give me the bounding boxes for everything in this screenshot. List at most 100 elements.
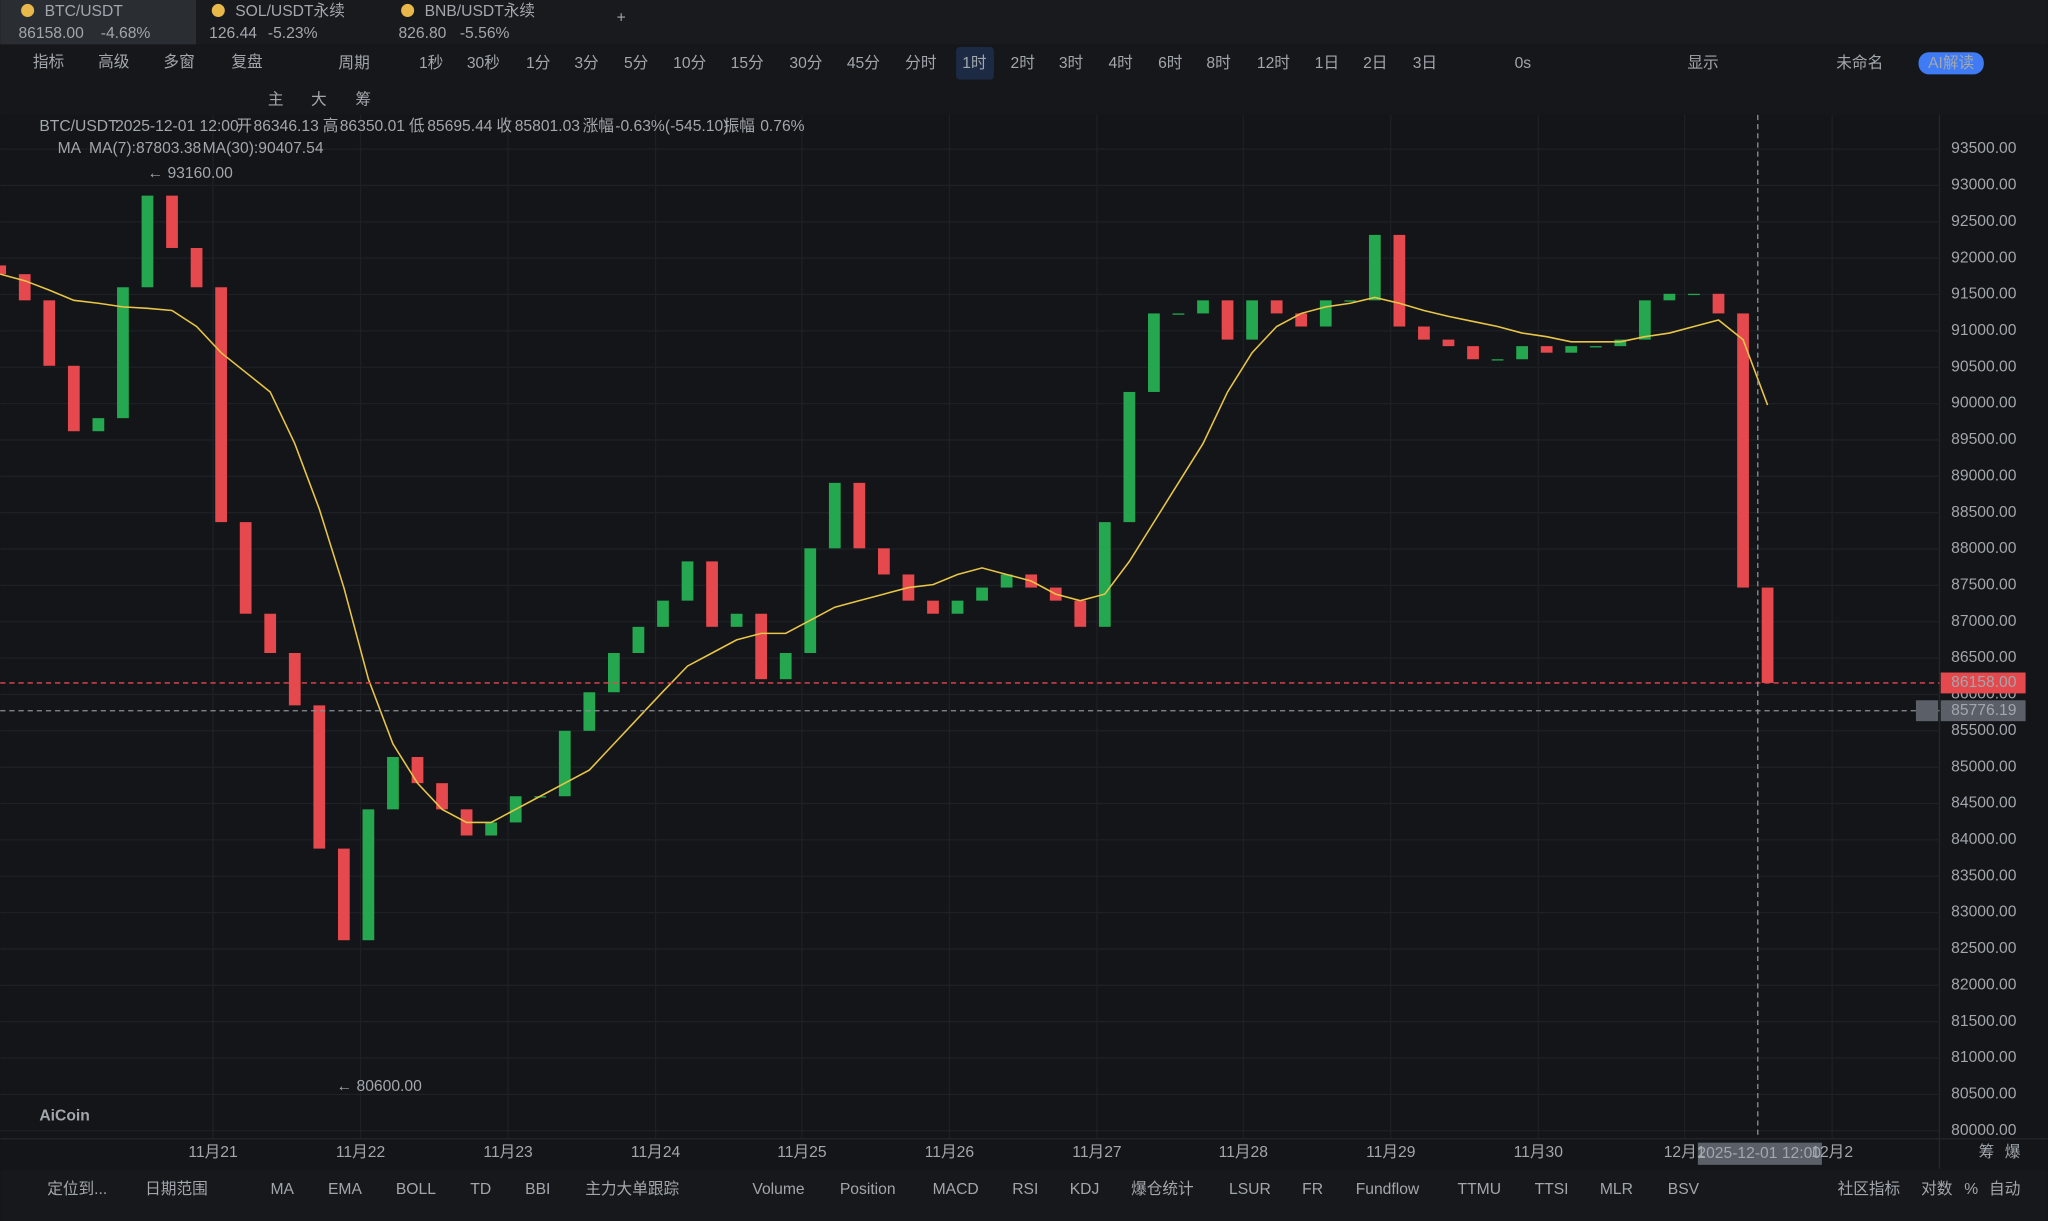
add-tab[interactable]: + [617,9,626,26]
indicator-tab[interactable]: EMA [328,1181,362,1198]
indicator-tab[interactable]: 爆仓统计 [1131,1179,1194,1198]
bottom-right[interactable]: 自动 [1989,1180,2020,1198]
period-option[interactable]: 1日 [1315,55,1339,72]
y-tick-label: 92500.00 [1951,213,2017,230]
candle [853,482,866,549]
axis-corner[interactable]: 爆 [2005,1142,2021,1161]
drawing-tool[interactable]: 筹 [355,91,371,109]
tab-price[interactable]: 826.80 [398,25,446,42]
y-tick-label: 83000.00 [1951,904,2017,921]
bottom-right[interactable]: 对数 [1921,1180,1953,1198]
period-option[interactable]: 10分 [673,54,706,72]
indicator-tab[interactable]: 主力大单跟踪 [585,1180,679,1198]
candle [190,247,203,288]
indicator-tab[interactable]: Position [840,1181,896,1198]
axis-corner[interactable]: 筹 [1979,1143,1995,1161]
candle [632,626,645,654]
drawing-tool[interactable]: 主 [268,91,284,109]
period-option[interactable]: 1秒 [419,54,443,72]
indicator-tab[interactable]: RSI [1012,1181,1038,1198]
ohlc-info: 收 [496,117,512,135]
toolbar-item[interactable]: 复盘 [231,52,262,71]
candle [730,613,743,627]
indicator-tab[interactable]: BSV [1668,1181,1700,1198]
indicator-tab[interactable]: FR [1302,1181,1323,1198]
extreme-label: ← 80600.00 [336,1078,422,1095]
ohlc-info: 85695.44 [427,118,493,135]
candle [92,418,105,432]
indicator-tab[interactable]: TTSI [1535,1181,1569,1198]
y-tick-label: 87000.00 [1951,613,2017,630]
toolbar-right[interactable]: 未命名 [1836,54,1883,72]
period-option[interactable]: 3时 [1059,54,1084,72]
ma-label: MA [58,140,82,157]
tab-change[interactable]: -4.68% [101,25,151,42]
candle [828,482,841,549]
tab-symbol[interactable]: SOL/USDT永续 [235,2,345,20]
period-option[interactable]: 1时 [962,54,987,72]
period-option[interactable]: 4时 [1108,54,1133,72]
period-option[interactable]: 45分 [847,54,880,72]
indicator-tab[interactable]: TTMU [1458,1181,1501,1198]
period-option[interactable]: 8时 [1206,54,1231,72]
candle [1221,300,1234,340]
y-tick-label: 84500.00 [1951,795,2017,812]
ai-pill[interactable] [1918,52,1984,75]
period-option[interactable]: 5分 [624,54,649,72]
crosshair-plus[interactable] [1915,700,1939,722]
candle [1148,313,1160,392]
y-tick-label: 89000.00 [1951,467,2017,484]
toolbar-item[interactable]: 高级 [98,53,130,71]
tab-change[interactable]: -5.56% [460,25,510,42]
period-option[interactable]: 2日 [1363,55,1387,72]
indicator-tab[interactable]: KDJ [1070,1181,1100,1198]
y-tick-label: 82500.00 [1951,940,2017,957]
indicator-tab[interactable]: BOLL [396,1181,436,1198]
toolbar-item[interactable]: 多窗 [163,53,194,71]
date-range-button[interactable]: 日期范围 [145,1180,208,1198]
bottom-right[interactable]: % [1964,1181,1978,1198]
indicator-tab[interactable]: MACD [933,1181,979,1198]
indicator-tab[interactable]: TD [470,1181,491,1198]
period-option[interactable]: 30秒 [467,54,500,72]
tab-symbol[interactable]: BNB/USDT永续 [425,2,535,20]
toolbar-right[interactable]: 显示 [1687,55,1718,72]
period-option[interactable]: 30分 [789,54,822,72]
indicator-tab[interactable]: MA [271,1181,295,1198]
tab-symbol[interactable]: BTC/USDT [45,3,124,20]
plot [0,114,1940,1139]
tab-price[interactable]: 86158.00 [18,25,84,42]
period-option[interactable]: 12时 [1257,54,1290,72]
crosshair-time: 2025-12-01 12:00 [1697,1145,1821,1162]
indicator-tab[interactable]: BBI [525,1181,550,1198]
period-option[interactable]: 1分 [526,54,551,72]
indicator-tab[interactable]: Volume [752,1181,805,1198]
drawing-tool[interactable]: 大 [311,91,327,109]
period-option[interactable]: 3分 [574,54,599,72]
tab-change[interactable]: -5.23% [268,25,318,42]
x-tick-label: 11月27 [1072,1144,1121,1161]
candle [485,822,498,836]
period-option[interactable]: 2时 [1011,54,1036,72]
candle [1565,346,1578,353]
indicator-tab[interactable]: MLR [1600,1181,1633,1198]
period-option[interactable]: 分时 [905,54,937,72]
toolbar-right[interactable]: 0s [1515,55,1532,72]
candle [288,653,301,706]
period-label[interactable]: 周期 [338,54,369,72]
tab-price[interactable]: 126.44 [209,25,257,42]
toolbar-item[interactable]: 指标 [33,53,64,71]
y-tick-label: 93000.00 [1951,177,2017,194]
indicator-tab[interactable]: LSUR [1229,1181,1271,1198]
candle [779,653,792,680]
period-option[interactable]: 15分 [731,54,764,72]
candle [43,300,56,366]
indicator-tab[interactable]: Fundflow [1356,1181,1420,1198]
candle [239,522,252,614]
bottom-right[interactable]: 社区指标 [1838,1180,1901,1198]
y-tick-label: 86500.00 [1951,649,2017,666]
locate-button[interactable]: 定位到... [47,1180,107,1198]
ai-button[interactable]: AI解读 [1928,54,1974,72]
period-option[interactable]: 6时 [1158,54,1183,72]
period-option[interactable]: 3日 [1413,55,1437,72]
